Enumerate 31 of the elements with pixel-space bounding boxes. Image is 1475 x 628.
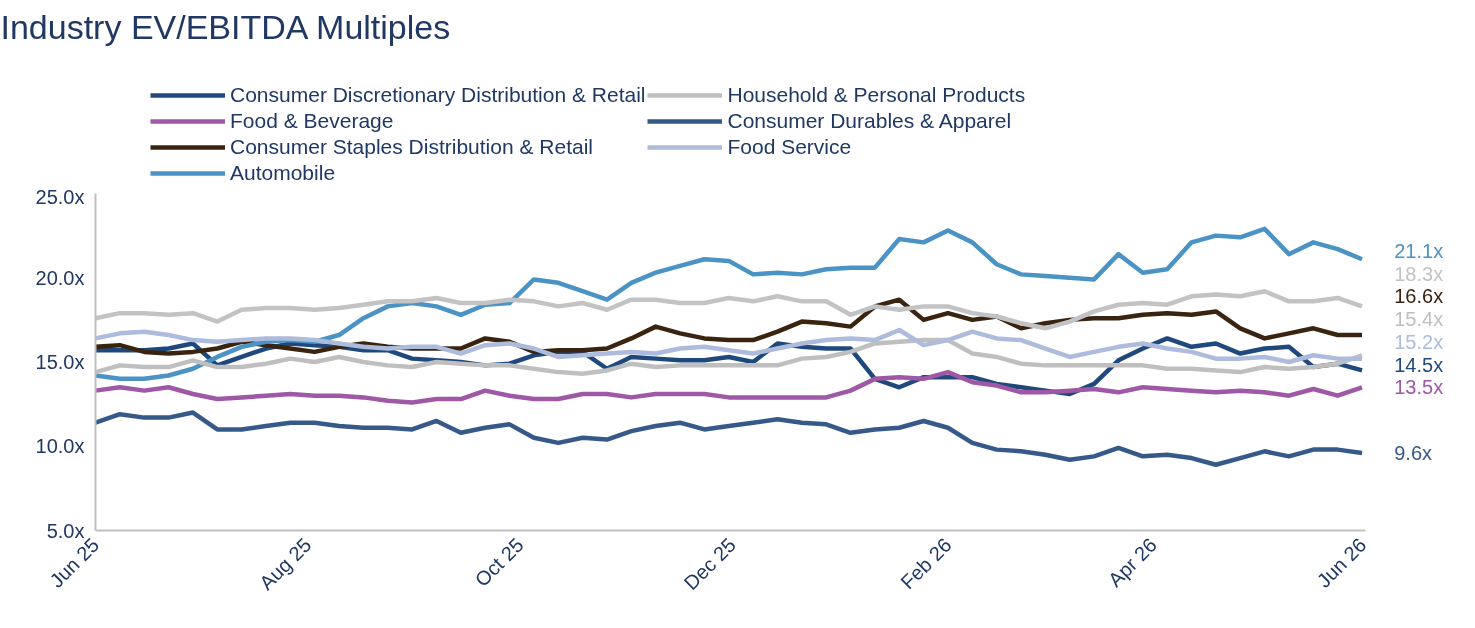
data-label: 14.5x — [1394, 353, 1444, 376]
x-tick-label: Apr 26 — [1103, 533, 1162, 591]
legend-label: Consumer Staples Distribution & Retail — [230, 135, 593, 159]
legend-label: Consumer Durables & Apparel — [727, 109, 1012, 133]
data-label: 15.2x — [1394, 330, 1444, 353]
x-tick-label: Feb 26 — [896, 533, 956, 594]
x-tick-label: Aug 25 — [255, 533, 316, 595]
legend-label: Consumer Discretionary Distribution & Retail — [230, 83, 646, 107]
y-tick-label: 5.0x — [46, 519, 85, 542]
data-label: 13.5x — [1394, 376, 1444, 399]
data-label: 16.6x — [1394, 285, 1444, 308]
y-tick-label: 10.0x — [35, 435, 85, 458]
legend-label: Automobile — [230, 161, 336, 185]
line-series — [95, 410, 1365, 468]
y-tick-label: 20.0x — [35, 266, 85, 289]
legend-label: Household & Personal Products — [727, 83, 1026, 107]
data-label: 18.3x — [1394, 262, 1444, 285]
y-tick-label: 15.0x — [35, 351, 85, 373]
line-series — [95, 226, 1365, 382]
line-series — [95, 327, 1365, 365]
data-label: 21.1x — [1394, 239, 1444, 262]
x-tick-label: Oct 25 — [470, 533, 528, 591]
x-tick-label: Dec 25 — [679, 533, 741, 595]
line-series — [95, 369, 1365, 405]
chart-title: Industry EV/EBITDA Multiples — [0, 7, 451, 46]
x-tick-label: Jun 26 — [1312, 533, 1371, 592]
legend-label: Food Service — [727, 135, 852, 159]
data-label: 9.6x — [1394, 441, 1433, 464]
data-label: 15.4x — [1394, 308, 1444, 331]
legend-label: Food & Beverage — [230, 109, 394, 133]
y-tick-label: 25.0x — [35, 185, 85, 208]
